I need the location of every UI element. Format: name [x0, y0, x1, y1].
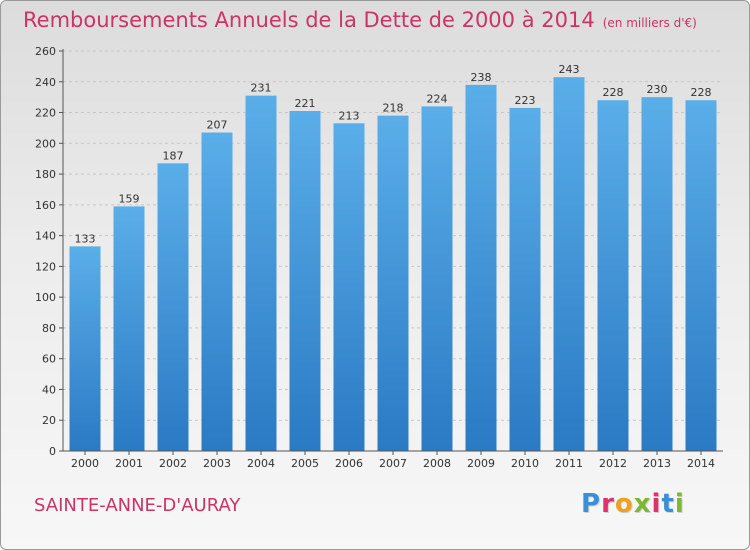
y-tick-label: 200	[35, 137, 56, 150]
bar	[201, 132, 233, 452]
x-tick-label: 2010	[511, 457, 539, 470]
y-tick-label: 260	[35, 45, 56, 58]
data-label: 159	[119, 192, 140, 205]
x-tick-label: 2012	[599, 457, 627, 470]
data-label: 207	[207, 119, 228, 132]
chart-title: Remboursements Annuels de la Dette de 20…	[23, 8, 697, 32]
logo-letter: i	[651, 489, 662, 519]
title-text: Remboursements Annuels de la Dette de 20…	[23, 8, 595, 32]
x-tick-label: 2008	[423, 457, 451, 470]
logo-letter: o	[614, 489, 634, 519]
y-tick-label: 40	[42, 383, 56, 396]
data-label: 224	[427, 92, 448, 105]
data-label: 218	[383, 102, 404, 115]
data-label: 243	[559, 63, 580, 76]
bar	[553, 77, 585, 452]
x-tick-label: 2000	[71, 457, 99, 470]
y-tick-label: 220	[35, 107, 56, 120]
y-tick-label: 100	[35, 291, 56, 304]
bar	[597, 100, 629, 451]
y-tick-label: 20	[42, 414, 56, 427]
logo-letter: P	[581, 489, 602, 519]
data-label: 133	[75, 232, 96, 245]
y-tick-label: 0	[49, 445, 56, 458]
x-tick-label: 2014	[687, 457, 715, 470]
x-tick-label: 2001	[115, 457, 143, 470]
data-label: 187	[163, 149, 184, 162]
logo-letter: x	[633, 489, 652, 519]
bar	[421, 106, 453, 451]
y-tick-label: 120	[35, 260, 56, 273]
bar	[245, 95, 277, 451]
y-tick-label: 60	[42, 353, 56, 366]
bar	[509, 107, 541, 451]
bar	[377, 115, 409, 451]
x-tick-label: 2013	[643, 457, 671, 470]
x-tick-label: 2011	[555, 457, 583, 470]
title-unit: (en milliers d'€)	[602, 16, 697, 30]
x-tick-label: 2002	[159, 457, 187, 470]
data-label: 228	[603, 86, 624, 99]
y-tick-label: 80	[42, 322, 56, 335]
bars: 133 159 187 207 231 221 213 218 224 238 223 243 228 2…	[69, 63, 717, 452]
bar	[641, 97, 673, 452]
proxiti-logo: Proxiti	[581, 489, 685, 519]
x-tick-label: 2009	[467, 457, 495, 470]
data-label: 228	[691, 86, 712, 99]
bar	[157, 163, 189, 452]
y-tick-label: 180	[35, 168, 56, 181]
y-tick-label: 240	[35, 76, 56, 89]
bar	[113, 206, 145, 451]
x-tick-label: 2004	[247, 457, 275, 470]
data-label: 230	[647, 83, 668, 96]
data-label: 223	[515, 94, 536, 107]
x-tick-label: 2005	[291, 457, 319, 470]
y-tick-label: 140	[35, 230, 56, 243]
y-tick-label: 160	[35, 199, 56, 212]
axes: 0 20 40 60 80 100 120 140 160 180 200 220 240 260 2000…	[35, 45, 723, 470]
logo-letter: i	[674, 489, 685, 519]
bar	[289, 111, 321, 451]
bar	[333, 123, 365, 452]
logo-letter: t	[661, 489, 675, 519]
x-tick-label: 2006	[335, 457, 363, 470]
x-tick-label: 2003	[203, 457, 231, 470]
commune-name: SAINTE-ANNE-D'AURAY	[34, 495, 241, 516]
data-label: 231	[251, 82, 272, 95]
bar	[465, 84, 497, 451]
data-label: 221	[295, 97, 316, 110]
data-label: 238	[471, 71, 492, 84]
logo-letter: r	[601, 489, 615, 519]
bar	[69, 246, 101, 451]
x-tick-label: 2007	[379, 457, 407, 470]
data-label: 213	[339, 109, 360, 122]
bar	[685, 100, 717, 451]
